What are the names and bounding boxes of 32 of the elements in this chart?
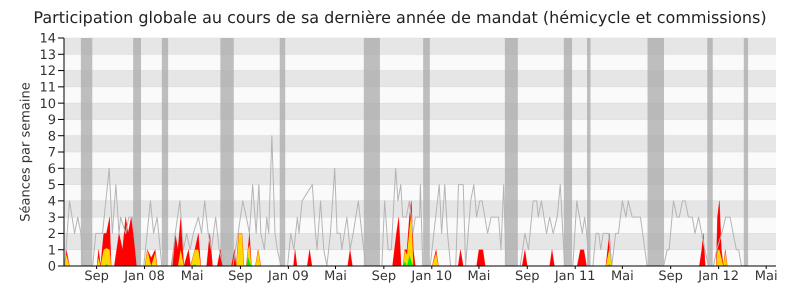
chart-title: Participation globale au cours de sa dernière année de mandat (hémicycle et commissions) — [32, 8, 768, 28]
x-tick-label: Mai — [468, 269, 490, 284]
x-tick-label: Jan 12 — [697, 269, 739, 284]
y-tick-label: 7 — [48, 146, 56, 161]
x-tick-label: Jan 08 — [123, 269, 165, 284]
x-tick-label: Sep — [84, 269, 109, 284]
x-tick-label: Mai — [324, 269, 347, 284]
y-tick-label: 13 — [39, 48, 56, 63]
x-tick-label: Jan 11 — [554, 269, 596, 284]
x-tick-label: Mai — [754, 269, 778, 284]
y-tick-label: 11 — [39, 80, 56, 96]
y-tick-label: 10 — [39, 96, 56, 112]
y-tick-label: 9 — [48, 113, 56, 128]
x-tick-label: Sep — [515, 269, 540, 284]
x-tick-label: Mai — [180, 269, 204, 284]
x-tick-label: Sep — [228, 269, 253, 284]
y-tick-label: 5 — [48, 178, 56, 194]
y-tick-label: 6 — [48, 162, 56, 177]
y-tick-label: 12 — [39, 64, 56, 80]
x-tick-label: Mai — [610, 269, 634, 284]
y-tick-label: 3 — [48, 210, 56, 226]
y-axis-title: Séances par semaine — [18, 82, 34, 222]
x-tick-label: Sep — [372, 269, 396, 284]
y-tick-label: 1 — [48, 243, 56, 258]
y-tick-label: 2 — [48, 227, 56, 242]
x-tick-label: Sep — [658, 269, 683, 284]
x-tick-label: Jan 09 — [267, 269, 309, 284]
y-tick-label: 14 — [39, 32, 56, 47]
y-tick-label: 0 — [48, 260, 56, 275]
y-tick-label: 8 — [48, 129, 56, 144]
y-tick-label: 4 — [48, 194, 56, 210]
x-tick-label: Jan 10 — [410, 269, 452, 284]
